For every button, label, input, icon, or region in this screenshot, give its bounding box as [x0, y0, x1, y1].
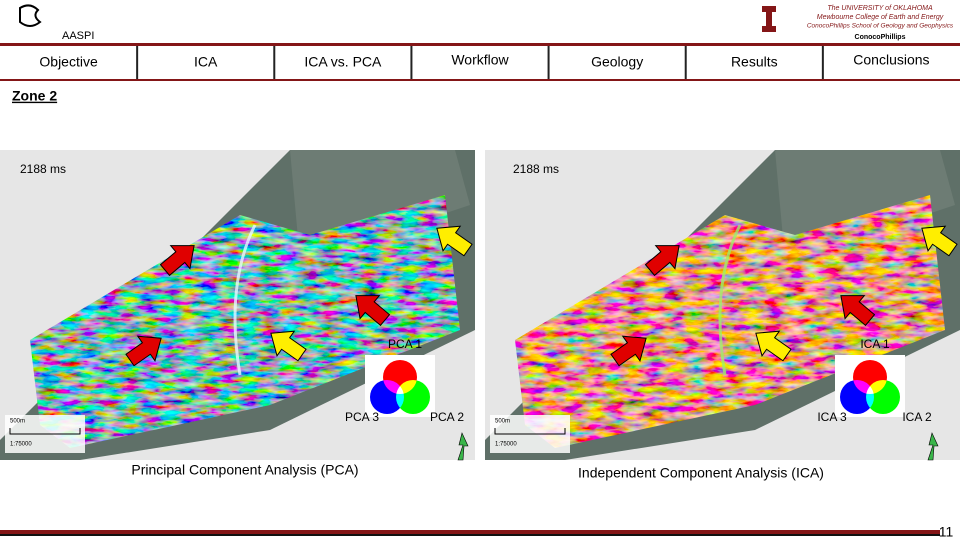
- time-label: 2188 ms: [20, 162, 66, 176]
- scale-bar: [9, 428, 81, 435]
- legend-circle-green: [866, 380, 900, 414]
- component-3-label: PCA 3: [345, 410, 379, 424]
- time-label: 2188 ms: [513, 162, 559, 176]
- fault-trace: [718, 224, 742, 376]
- nav-cell[interactable]: [411, 46, 549, 79]
- panels: 2188 ms PCA 1 PCA 3 PCA 2 500m 1:75000 Princip…: [0, 150, 960, 481]
- rgb-legend: [840, 360, 900, 414]
- nav-divider: [410, 46, 413, 79]
- scale-ratio: 1:75000: [10, 442, 32, 448]
- school-name: ConocoPhillips School of Geology and Geo…: [807, 23, 954, 30]
- nav-item[interactable]: Objective: [0, 46, 138, 79]
- scale-bar: [494, 428, 566, 435]
- panel-caption: Independent Component Analysis (ICA): [578, 465, 824, 481]
- rgb-legend: [370, 360, 430, 414]
- component-2-label: PCA 2: [430, 410, 464, 424]
- seismic-image: [515, 195, 945, 448]
- nav-label[interactable]: Results: [731, 54, 778, 70]
- nav-cell[interactable]: [0, 46, 138, 79]
- university-logo: [762, 6, 776, 32]
- nav-item[interactable]: Results: [684, 46, 823, 79]
- nav-cell[interactable]: [685, 46, 823, 79]
- nav-cell[interactable]: [137, 46, 275, 79]
- logo-mark: [19, 4, 42, 27]
- nav-bar: Objective ICA ICA vs. PCA Workflow Geology Re…: [0, 46, 960, 79]
- nav-label[interactable]: Workflow: [451, 52, 509, 68]
- legend-circle-blue: [840, 380, 874, 414]
- nav-label[interactable]: Conclusions: [853, 52, 929, 68]
- nav-cell[interactable]: [822, 46, 960, 79]
- nav-rule: [0, 79, 960, 81]
- header: AASPI The UNIVERSITY of OKLAHOMA Mewbour…: [19, 4, 954, 42]
- nav-divider: [821, 46, 824, 79]
- nav-label[interactable]: ICA: [194, 54, 218, 70]
- legend-circle-green: [396, 380, 430, 414]
- component-3-label: ICA 3: [817, 410, 847, 424]
- scale-distance: 500m: [10, 419, 25, 425]
- sponsor-name: ConocoPhillips: [855, 34, 906, 41]
- fault-trace: [233, 224, 257, 376]
- component-1-label: PCA 1: [388, 337, 422, 351]
- nav-item[interactable]: Geology: [547, 46, 686, 79]
- panel-caption: Principal Component Analysis (PCA): [131, 462, 358, 478]
- college-name: Mewbourne College of Earth and Energy: [817, 14, 944, 21]
- page-number: 11: [939, 524, 954, 540]
- north-arrow: [927, 432, 939, 461]
- nav-item[interactable]: Workflow: [410, 46, 549, 79]
- nav-item[interactable]: ICA vs. PCA: [273, 46, 412, 79]
- footer-rule: [0, 530, 940, 534]
- component-2-label: ICA 2: [902, 410, 932, 424]
- logo-text: AASPI: [62, 30, 94, 42]
- component-1-label: ICA 1: [860, 337, 890, 351]
- header-rule: [0, 43, 960, 46]
- footer-rule-dark: [0, 534, 940, 536]
- nav-label[interactable]: ICA vs. PCA: [304, 54, 382, 70]
- nav-cell[interactable]: [274, 46, 412, 79]
- seismic-panel: 2188 ms PCA 1 PCA 3 PCA 2 500m 1:75000 Princip…: [0, 150, 478, 478]
- nav-divider: [136, 46, 139, 79]
- seismic-panel: 2188 ms ICA 1 ICA 3 ICA 2 500m 1:75000 Indepen…: [485, 150, 960, 481]
- slide-title: Zone 2: [12, 88, 57, 104]
- nav-divider: [684, 46, 687, 79]
- nav-item[interactable]: ICA: [136, 46, 275, 79]
- nav-divider: [547, 46, 550, 79]
- nav-item[interactable]: Conclusions: [821, 46, 960, 79]
- nav-divider: [273, 46, 276, 79]
- nav-label[interactable]: Objective: [39, 54, 98, 70]
- scale-ratio: 1:75000: [495, 442, 517, 448]
- university-name: The UNIVERSITY of OKLAHOMA: [827, 5, 933, 12]
- nav-label[interactable]: Geology: [591, 54, 643, 70]
- legend-circle-blue: [370, 380, 404, 414]
- nav-cell[interactable]: [548, 46, 686, 79]
- seismic-image: [30, 195, 460, 448]
- scale-distance: 500m: [495, 419, 510, 425]
- north-arrow: [457, 432, 469, 461]
